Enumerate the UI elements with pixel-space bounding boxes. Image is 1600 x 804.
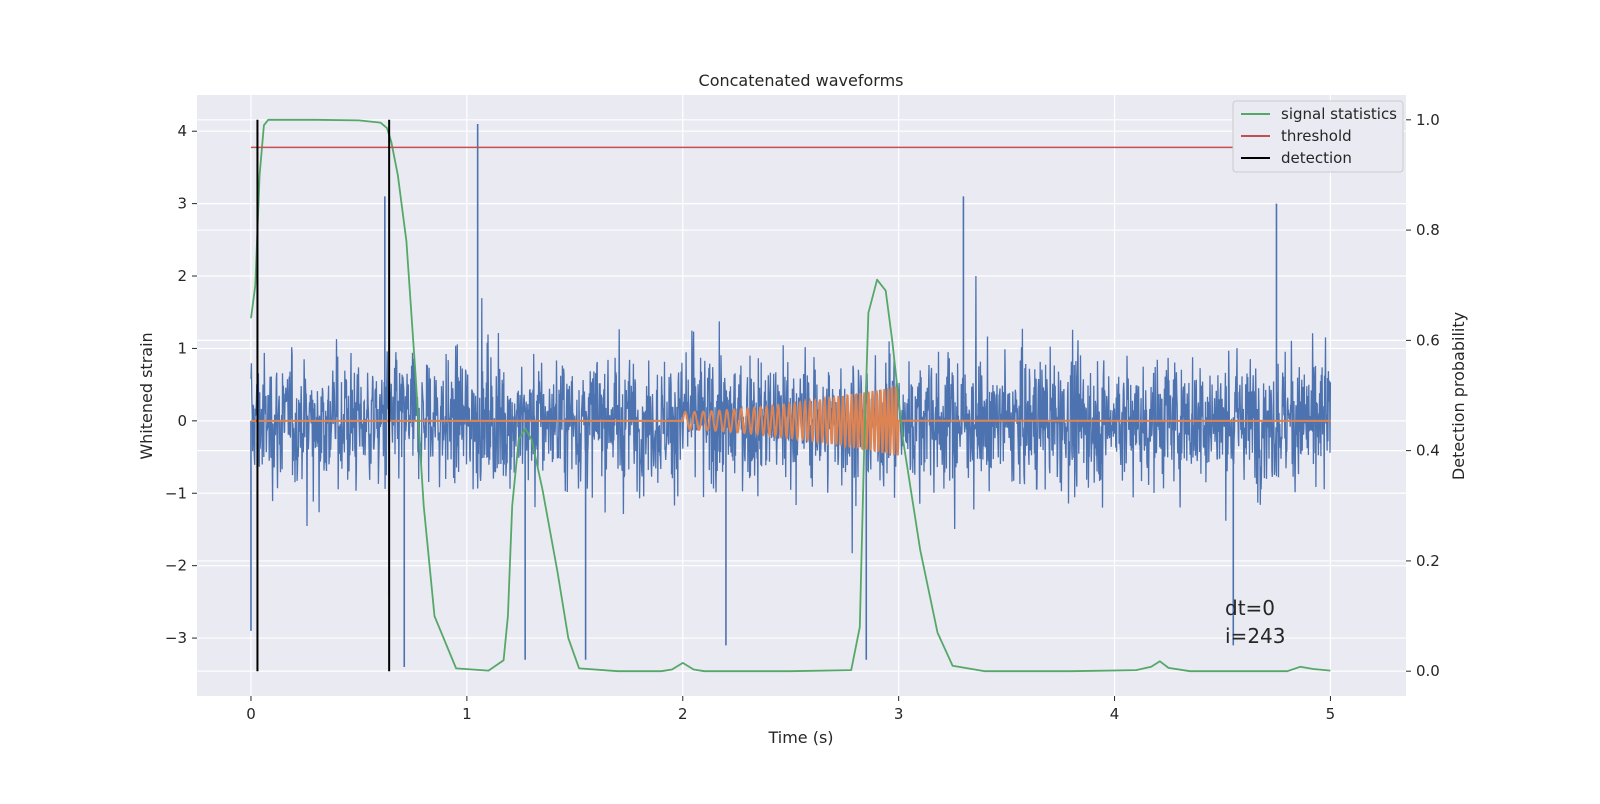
y-tick-label: 3 bbox=[177, 195, 187, 213]
plot-area bbox=[250, 118, 1332, 673]
x-axis-label: Time (s) bbox=[767, 728, 833, 747]
y2-tick-label: 0.6 bbox=[1416, 331, 1440, 349]
x-tick-label: 1 bbox=[462, 705, 472, 723]
y-tick-label: 2 bbox=[177, 267, 187, 285]
y-tick-label: 1 bbox=[177, 339, 187, 357]
y2-tick-label: 0.4 bbox=[1416, 442, 1440, 460]
signal-statistics-series bbox=[250, 118, 1331, 673]
y2-tick-label: 1.0 bbox=[1416, 111, 1440, 129]
y-tick-label: −1 bbox=[165, 484, 187, 502]
annotation-i: i=243 bbox=[1225, 624, 1286, 648]
x-tick-label: 2 bbox=[678, 705, 688, 723]
template-series bbox=[250, 384, 1331, 456]
y-tick-label: 4 bbox=[177, 122, 187, 140]
x-tick-label: 3 bbox=[894, 705, 904, 723]
annotation-dt: dt=0 bbox=[1225, 596, 1275, 620]
y2-axis-label: Detection probability bbox=[1449, 312, 1468, 480]
x-tick-label: 0 bbox=[246, 705, 256, 723]
y2-tick-label: 0.8 bbox=[1416, 221, 1440, 239]
y2-tick-label: 0.0 bbox=[1416, 662, 1440, 680]
y-axis-label: Whitened strain bbox=[137, 332, 156, 459]
y2-tick-label: 0.2 bbox=[1416, 552, 1440, 570]
legend: signal statistics threshold detection bbox=[1232, 100, 1404, 173]
x-tick-label: 5 bbox=[1326, 705, 1336, 723]
axes: 0 1 2 3 4 5 −3 −2 −1 0 1 2 3 4 0.0 0.2 0.4 0.6 0.8 1.0 bbox=[165, 111, 1440, 723]
legend-label-signal-statistics: signal statistics bbox=[1281, 105, 1397, 123]
legend-label-threshold: threshold bbox=[1281, 127, 1352, 145]
legend-box bbox=[1232, 100, 1404, 173]
y-tick-label: −3 bbox=[165, 629, 187, 647]
legend-label-detection: detection bbox=[1281, 149, 1352, 167]
strain-series bbox=[250, 275, 1332, 554]
y-tick-label: 0 bbox=[177, 412, 187, 430]
y-tick-label: −2 bbox=[165, 557, 187, 575]
chart-title: Concatenated waveforms bbox=[699, 71, 904, 90]
x-tick-label: 4 bbox=[1110, 705, 1120, 723]
